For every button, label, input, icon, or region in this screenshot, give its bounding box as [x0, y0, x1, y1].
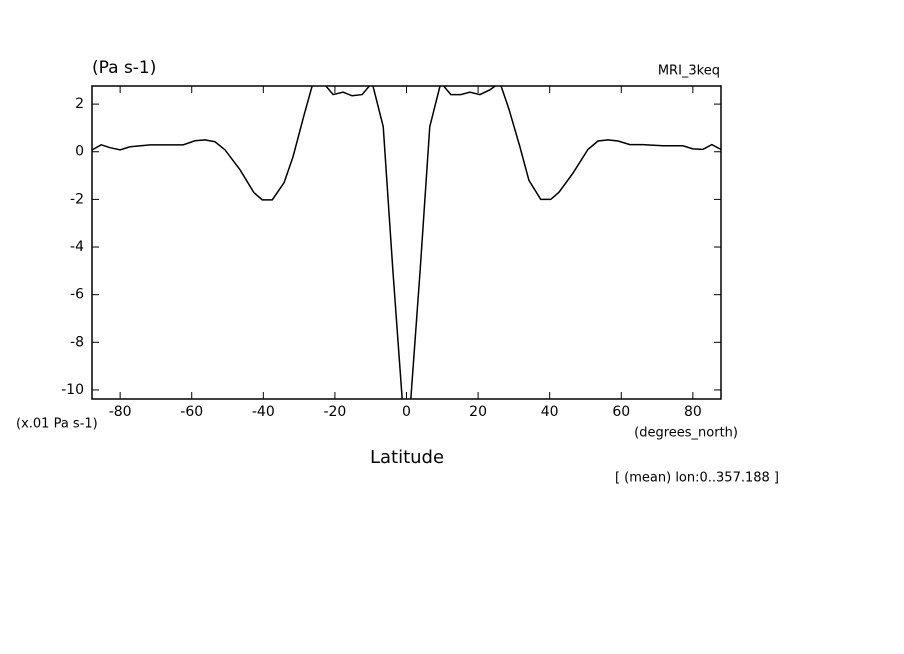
x-tick-label: -60	[180, 404, 203, 420]
x-tick-label: 0	[402, 404, 411, 420]
y-tick-label: -10	[61, 382, 84, 398]
y-tick-label: -4	[70, 239, 84, 255]
y-tick-label: -6	[70, 287, 84, 303]
x-tick-label: -80	[109, 404, 132, 420]
x-axis-label: Latitude	[370, 447, 444, 468]
x-tick-label: 60	[612, 404, 630, 420]
y-axis-label: (x.01 Pa s-1)	[16, 417, 98, 432]
x-tick-label: 20	[469, 404, 487, 420]
y-tick-label: -8	[70, 334, 84, 350]
plot-frame	[91, 85, 722, 400]
annotation: [ (mean) lon:0..357.188 ]	[615, 471, 779, 486]
y-tick-label: 2	[75, 96, 84, 112]
x-tick-label: 40	[541, 404, 559, 420]
y-tick-label: 0	[75, 144, 84, 160]
data-line	[92, 86, 721, 399]
x-tick-label: 80	[684, 404, 702, 420]
y-tick-label: -2	[70, 191, 84, 207]
x-axis-unit: (degrees_north)	[634, 426, 738, 441]
x-tick-label: -40	[252, 404, 275, 420]
chart-title: (Pa s-1)	[92, 58, 156, 78]
x-tick-label: -20	[323, 404, 346, 420]
chart-subtitle: MRI_3keq	[658, 64, 720, 79]
